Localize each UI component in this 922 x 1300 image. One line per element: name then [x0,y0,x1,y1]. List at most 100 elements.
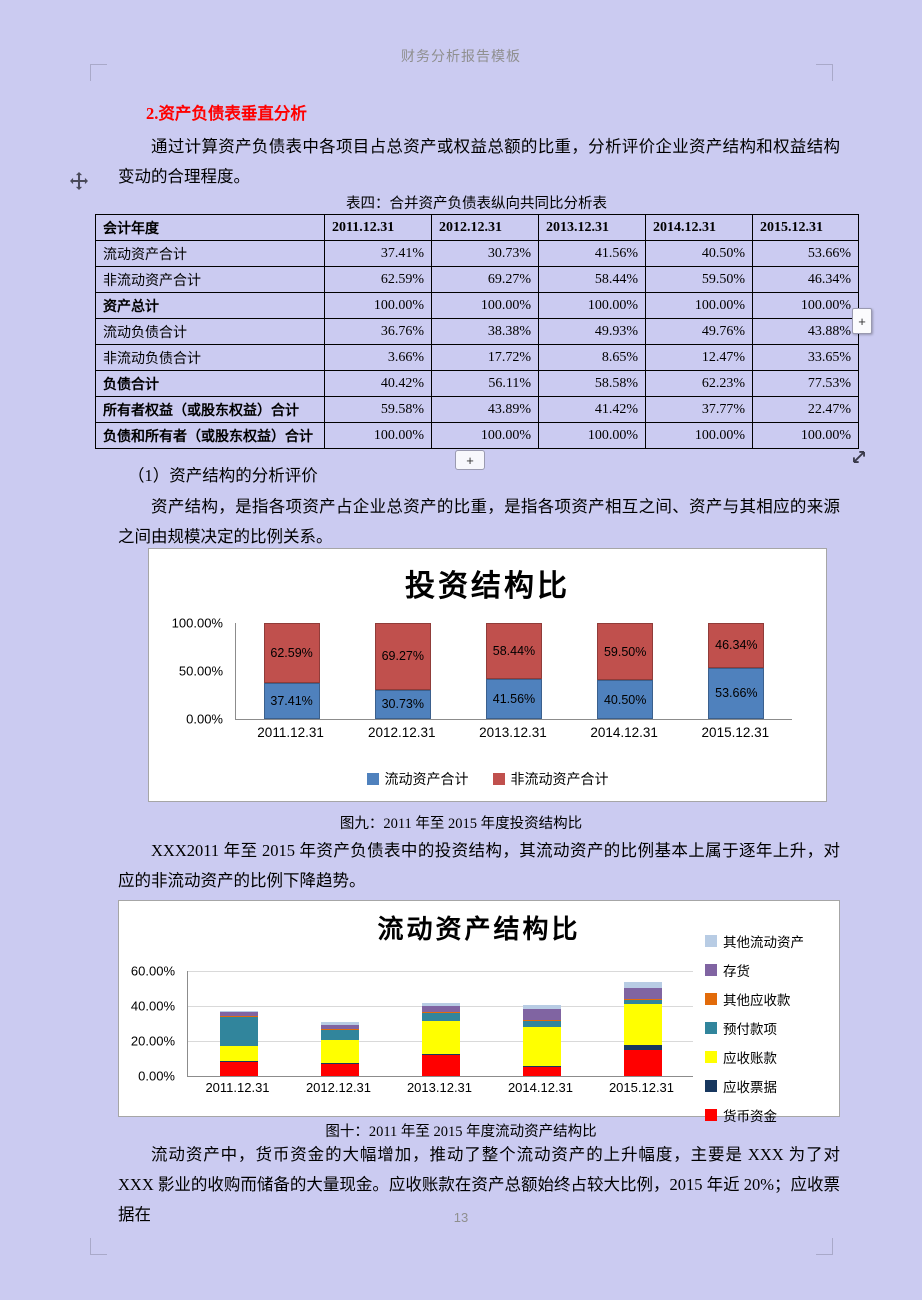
chart1-title: 投资结构比 [405,570,570,603]
bar-segment: 58.44% [485,623,542,680]
margin-mark-bottom-right [816,1238,833,1255]
value-cell: 33.65% [752,344,859,371]
x-axis-label: 2013.12.31 [479,725,547,740]
value-cell: 12.47% [645,344,753,371]
row-label-cell: 负债合计 [95,370,325,397]
value-cell: 100.00% [752,292,859,319]
y-axis-label: 20.00% [130,1033,175,1049]
value-cell: 58.58% [538,370,646,397]
x-axis-label: 2014.12.31 [507,1080,574,1095]
bar-segment [522,1066,561,1068]
legend-item: 应收账款 [705,1047,833,1067]
y-axis-label: 0.00% [138,1068,175,1084]
bar-segment: 53.66% [708,667,765,719]
page-number: 13 [453,1210,469,1225]
x-axis-label: 2015.12.31 [701,725,770,740]
chart-current-asset-structure: 流动资产结构比 60.00% 40.00% 20.00% 0.00% 2011.12.… [118,900,840,1124]
data-label: 41.56% [492,692,536,707]
value-cell: 56.11% [431,370,539,397]
legend-item: 流动资产合计 [366,769,469,789]
figure10-caption: 图十：2011 年至 2015 年度流动资产结构比 [325,1124,597,1140]
margin-mark-bottom-left [90,1238,107,1255]
table-header-cell: 2015.12.31 [752,214,859,241]
stacked-bar: 53.66% 46.34% [708,623,765,719]
bar-segment [219,1016,258,1047]
data-label: 37.41% [270,694,313,709]
page-header-title: 财务分析报告模板 [401,48,521,64]
x-axis-label: 2014.12.31 [590,725,658,740]
legend-label: 存货 [723,964,750,979]
table-header-cell: 2011.12.31 [324,214,432,241]
paragraph-asset-structure: 资产结构，是指各项资产占企业总资产的比重，是指各项资产相互之间、资产与其相应的来… [118,497,840,546]
insert-column-button[interactable]: + [852,308,872,334]
bar-segment [219,1061,258,1062]
value-cell: 30.73% [431,240,539,267]
bar-segment [320,1039,359,1064]
bar-segment [522,1005,561,1009]
row-label-cell: 非流动资产合计 [95,266,325,293]
value-cell: 69.27% [431,266,539,293]
bar-segment [320,1029,359,1040]
value-cell: 43.88% [752,318,859,345]
table-row: 资产总计 100.00% 100.00% 100.00% 100.00% 100.00% [95,292,859,319]
bar-segment: 62.59% [263,623,320,684]
bar-segment [522,1067,561,1076]
legend-swatch-icon [705,964,717,976]
bar-segment [623,982,662,988]
value-cell: 38.38% [431,318,539,345]
y-axis-label: 60.00% [130,963,175,979]
row-label-cell: 负债和所有者（或股东权益）合计 [95,422,325,449]
value-cell: 40.42% [324,370,432,397]
value-cell: 59.58% [324,396,432,423]
table-header-cell: 2012.12.31 [431,214,539,241]
bar-segment [421,1006,460,1013]
bar-segment [623,987,662,999]
bar-segment [320,1022,359,1025]
value-cell: 100.00% [645,292,753,319]
value-cell: 37.77% [645,396,753,423]
value-cell: 53.66% [752,240,859,267]
table-row: 非流动资产合计 62.59% 69.27% 58.44% 59.50% 46.34% [95,266,859,293]
table-resize-handle-icon[interactable] [850,448,868,466]
data-label: 58.44% [492,644,536,659]
legend-item: 存货 [705,960,833,980]
value-cell: 58.44% [538,266,646,293]
stacked-bar [421,1003,460,1076]
legend-swatch-icon [705,1080,717,1092]
value-cell: 100.00% [324,292,432,319]
value-cell: 100.00% [538,422,646,449]
table-title: 表四：合并资产负债表纵向共同比分析表 [346,196,607,212]
y-axis-label: 50.00% [178,663,223,679]
bar-segment [421,1013,460,1021]
value-cell: 36.76% [324,318,432,345]
figure9-caption: 图九：2011 年至 2015 年度投资结构比 [339,816,583,832]
value-cell: 22.47% [752,396,859,423]
bar-segment [421,1055,460,1076]
section-heading: 2.资产负债表垂直分析 [146,104,307,123]
bar-segment: 30.73% [374,689,431,719]
bar-segment [522,1027,561,1067]
value-cell: 62.59% [324,266,432,293]
paragraph-cash-analysis: 流动资产中，货币资金的大幅增加，推动了整个流动资产的上升幅度，主要是 XXX 为… [118,1145,840,1224]
legend-swatch-icon [705,1051,717,1063]
bar-segment: 69.27% [374,623,431,690]
insert-row-button[interactable]: + [455,450,485,470]
value-cell: 43.89% [431,396,539,423]
bar-segment [522,1020,561,1027]
legend-label: 货币资金 [723,1109,777,1124]
bar-segment [219,1010,258,1013]
bar-segment [219,1015,258,1017]
bar-segment [219,1046,258,1062]
data-label: 59.50% [603,644,647,659]
value-cell: 100.00% [431,292,539,319]
legend-item: 非流动资产合计 [492,769,609,789]
bar-segment: 59.50% [597,623,654,681]
chart1-y-axis: 100.00% 50.00% 0.00% [149,616,229,727]
row-label-cell: 所有者权益（或股东权益）合计 [95,396,325,423]
chart-investment-structure: 投资结构比 100.00% 50.00% 0.00% 37.41% 62.59% 30.… [148,548,827,802]
legend-label: 应收账款 [723,1051,777,1066]
bar-segment: 37.41% [263,683,320,719]
legend-item: 应收票据 [705,1076,833,1096]
table-move-handle-icon[interactable] [70,172,88,190]
